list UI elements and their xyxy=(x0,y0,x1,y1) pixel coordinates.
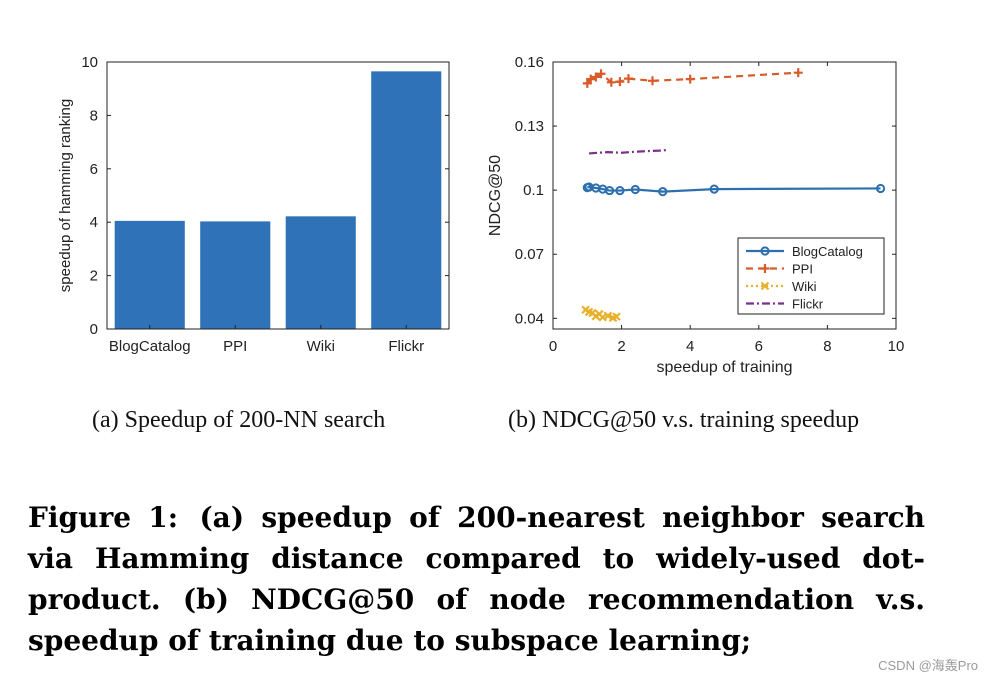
y-tick-label: 0.13 xyxy=(515,118,544,135)
bar-blogcatalog xyxy=(114,220,185,329)
legend-item: BlogCatalog xyxy=(746,244,863,259)
x-tick-label: BlogCatalog xyxy=(109,338,191,355)
bar-wiki xyxy=(285,216,356,329)
figure-caption-text: (a) speedup of 200-nearest neighbor sear… xyxy=(28,501,926,657)
x-tick-label: 6 xyxy=(755,338,763,355)
series-wiki xyxy=(581,305,621,323)
watermark: CSDN @海轰Pro xyxy=(878,658,978,673)
x-tick-label: PPI xyxy=(223,338,247,355)
bar-flickr xyxy=(371,71,442,329)
marker-point xyxy=(603,311,613,321)
figure-caption-label: Figure 1: xyxy=(28,501,179,534)
y-axis-label-a: speedup of hamming ranking xyxy=(57,99,74,292)
marker-point xyxy=(615,185,625,196)
legend-item: PPI xyxy=(746,262,813,277)
legend-label: Wiki xyxy=(792,279,817,294)
y-tick-label: 0.16 xyxy=(515,54,544,71)
marker-point xyxy=(586,74,596,84)
marker-point xyxy=(709,184,719,194)
series-blogcatalog xyxy=(582,182,886,197)
y-tick-label: 8 xyxy=(90,107,98,124)
legend-label: Flickr xyxy=(792,297,824,312)
marker-point xyxy=(685,74,695,84)
series-line xyxy=(588,148,668,155)
y-tick-label: 0.1 xyxy=(523,182,544,199)
subcaption-b: (b) NDCG@50 v.s. training speedup xyxy=(508,407,860,433)
series-ppi xyxy=(582,68,803,88)
y-tick-label: 0.04 xyxy=(515,310,544,327)
y-axis-label-b: NDCG@50 xyxy=(487,155,504,236)
y-tick-label: 4 xyxy=(90,214,98,231)
bar-ppi xyxy=(200,221,271,329)
y-tick-label: 10 xyxy=(81,54,98,71)
marker-point xyxy=(760,246,770,256)
plot-a-frame xyxy=(106,61,450,330)
x-tick-label: 0 xyxy=(549,338,557,355)
x-axis-label-b: speedup of training xyxy=(656,359,792,376)
plot-b-frame xyxy=(552,61,897,330)
x-tick-label: 2 xyxy=(617,338,625,355)
marker-point xyxy=(760,281,770,291)
legend-item: Flickr xyxy=(746,297,824,312)
marker-point xyxy=(793,68,803,78)
y-tick-label: 0 xyxy=(90,321,98,338)
marker-point xyxy=(591,72,601,82)
y-tick-label: 0.07 xyxy=(515,246,544,263)
legend-label: PPI xyxy=(792,262,813,277)
x-tick-label: Wiki xyxy=(307,338,335,355)
marker-point xyxy=(658,187,668,197)
marker-point xyxy=(604,185,615,196)
marker-point xyxy=(760,264,770,273)
x-tick-label: 8 xyxy=(823,338,831,355)
figure-charts: BlogCatalog PPI Wiki Flickr 0 2 4 6 8 10 speedup o… xyxy=(57,54,905,376)
marker-point xyxy=(615,77,625,87)
legend-item: Wiki xyxy=(746,279,817,294)
legend: BlogCatalog PPI Wiki Flickr xyxy=(737,237,885,315)
x-tick-label: 4 xyxy=(686,338,694,355)
x-tick-label: Flickr xyxy=(388,338,424,355)
subcaption-a: (a) Speedup of 200-NN search xyxy=(92,407,386,433)
y-tick-label: 6 xyxy=(90,161,98,178)
x-tick-label: 10 xyxy=(888,338,905,355)
marker-point xyxy=(647,76,657,86)
series-flickr xyxy=(588,148,668,155)
figure-caption: Figure 1: (a) speedup of 200-nearest nei… xyxy=(28,497,925,661)
marker-point xyxy=(596,69,606,79)
marker-point xyxy=(606,77,616,87)
legend-label: BlogCatalog xyxy=(792,244,863,259)
marker-point xyxy=(875,183,886,194)
marker-point xyxy=(612,312,621,321)
marker-point xyxy=(630,184,640,195)
y-tick-label: 2 xyxy=(90,268,98,285)
marker-point xyxy=(623,74,633,84)
